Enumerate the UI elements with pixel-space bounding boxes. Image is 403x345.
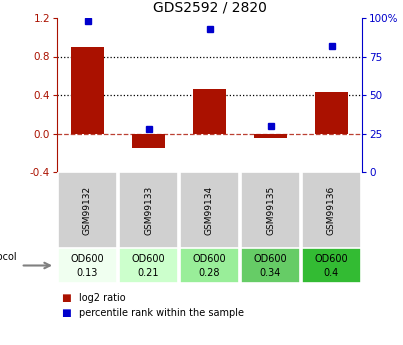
Text: 0.34: 0.34 [260,268,281,278]
Text: ■: ■ [61,293,71,303]
Text: 0.13: 0.13 [77,268,98,278]
Bar [71,47,104,134]
Text: OD600: OD600 [193,254,226,264]
Bar [254,134,287,138]
Text: ■: ■ [61,308,71,318]
Text: growth protocol: growth protocol [0,252,17,262]
Text: GSM99134: GSM99134 [205,186,214,235]
Bar [241,172,300,248]
Text: GSM99136: GSM99136 [327,185,336,235]
Bar [302,172,361,248]
Bar [119,248,178,283]
Bar [241,248,300,283]
Title: GDS2592 / 2820: GDS2592 / 2820 [153,0,266,14]
Text: OD600: OD600 [315,254,348,264]
Text: OD600: OD600 [253,254,287,264]
Text: 0.4: 0.4 [324,268,339,278]
Text: percentile rank within the sample: percentile rank within the sample [79,308,244,318]
Bar [132,134,165,148]
Text: OD600: OD600 [71,254,104,264]
Bar [302,248,361,283]
Bar [58,248,117,283]
Text: GSM99132: GSM99132 [83,186,92,235]
Text: GSM99133: GSM99133 [144,185,153,235]
Bar [58,172,117,248]
Bar [193,89,226,134]
Text: 0.21: 0.21 [138,268,159,278]
Text: log2 ratio: log2 ratio [79,293,126,303]
Bar [180,172,239,248]
Text: GSM99135: GSM99135 [266,185,275,235]
Text: 0.28: 0.28 [199,268,220,278]
Bar [180,248,239,283]
Bar [315,92,348,134]
Bar [119,172,178,248]
Text: OD600: OD600 [132,254,165,264]
